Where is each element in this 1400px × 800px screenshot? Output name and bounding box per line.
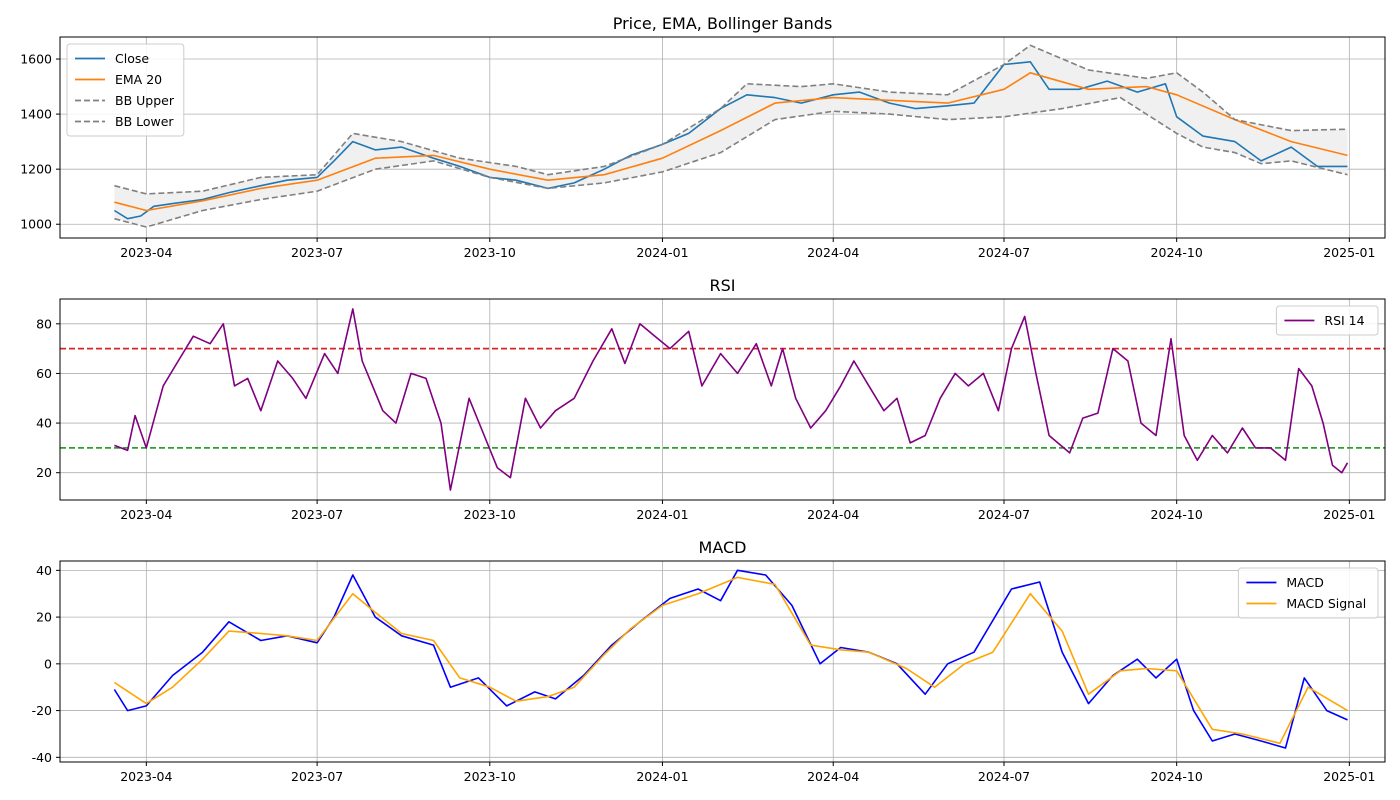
y-tick-label: 20	[36, 465, 52, 480]
y-tick-label: 40	[36, 563, 52, 578]
y-tick-label: 1200	[20, 162, 52, 177]
chart-title: Price, EMA, Bollinger Bands	[613, 14, 833, 33]
axes-frame	[59, 36, 1386, 239]
legend: MACD MACD Signal	[1237, 567, 1379, 619]
y-tick-label: 0	[44, 656, 52, 671]
y-tick-label: 40	[36, 416, 52, 431]
axes-frame	[59, 298, 1386, 501]
x-tick-label: 2024-04	[807, 245, 859, 260]
y-tick-label: 80	[36, 316, 52, 331]
legend-label: MACD	[1286, 575, 1323, 590]
axes-frame	[59, 560, 1386, 763]
panel-0: Price, EMA, Bollinger Bands 2023-04 2023-0…	[20, 14, 1386, 260]
chart-title: MACD	[699, 538, 747, 557]
x-tick-label: 2024-01	[636, 507, 688, 522]
x-tick-label: 2024-07	[978, 769, 1030, 784]
series-line-macd	[113, 569, 1348, 749]
legend-label: Close	[115, 51, 149, 66]
grid	[60, 299, 1385, 500]
x-tick-label: 2023-07	[291, 245, 343, 260]
panel-2: MACD 2023-04 2023-07 2023-10 2024-01 2024-04 2…	[32, 538, 1386, 784]
x-tick-label: 2024-04	[807, 769, 859, 784]
legend-label: RSI 14	[1324, 313, 1364, 328]
legend-box	[66, 43, 185, 137]
x-tick-label: 2024-07	[978, 245, 1030, 260]
bollinger-band-fill	[114, 45, 1348, 227]
x-tick-label: 2025-01	[1323, 507, 1375, 522]
x-tick-label: 2025-01	[1323, 245, 1375, 260]
x-tick-label: 2023-07	[291, 507, 343, 522]
grid	[60, 561, 1385, 762]
x-tick-label: 2023-04	[120, 507, 172, 522]
legend-label: MACD Signal	[1286, 596, 1366, 611]
panel-1: RSI 2023-04 2023-07 2023-10 2024-01 2024-04 20…	[36, 276, 1386, 522]
legend-label: BB Lower	[115, 114, 174, 129]
chart-title: RSI	[710, 276, 736, 295]
legend: Close EMA 20 BB Upper BB Lower	[66, 43, 185, 137]
x-tick-label: 2023-10	[464, 245, 516, 260]
series-line-macd-signal	[113, 576, 1348, 745]
series-line-ema-20	[114, 72, 1348, 212]
y-tick-label: -40	[32, 750, 52, 765]
y-tick-label: 1000	[20, 217, 52, 232]
legend: RSI 14	[1275, 305, 1379, 336]
y-tick-label: 1600	[20, 52, 52, 67]
x-tick-label: 2023-07	[291, 769, 343, 784]
y-tick-label: -20	[32, 703, 52, 718]
x-tick-label: 2025-01	[1323, 769, 1375, 784]
plot-area	[113, 44, 1348, 228]
series-line-close	[113, 61, 1348, 220]
x-tick-label: 2024-04	[807, 507, 859, 522]
y-tick-label: 20	[36, 610, 52, 625]
legend-box	[1275, 305, 1379, 336]
x-tick-label: 2024-01	[636, 245, 688, 260]
series-line-rsi-14	[114, 308, 1349, 491]
x-tick-label: 2023-04	[120, 245, 172, 260]
x-tick-label: 2023-10	[464, 769, 516, 784]
x-tick-label: 2023-04	[120, 769, 172, 784]
series-line-bb-lower	[114, 96, 1348, 228]
plot-area	[113, 569, 1348, 749]
x-tick-label: 2023-10	[464, 507, 516, 522]
x-tick-label: 2024-10	[1151, 507, 1203, 522]
plot-area	[60, 308, 1385, 491]
x-tick-label: 2024-01	[636, 769, 688, 784]
x-tick-label: 2024-10	[1151, 769, 1203, 784]
y-tick-label: 1400	[20, 107, 52, 122]
legend-label: BB Upper	[115, 93, 175, 108]
y-tick-label: 60	[36, 366, 52, 381]
x-tick-label: 2024-10	[1151, 245, 1203, 260]
legend-label: EMA 20	[115, 72, 162, 87]
x-tick-label: 2024-07	[978, 507, 1030, 522]
legend-box	[1237, 567, 1379, 619]
